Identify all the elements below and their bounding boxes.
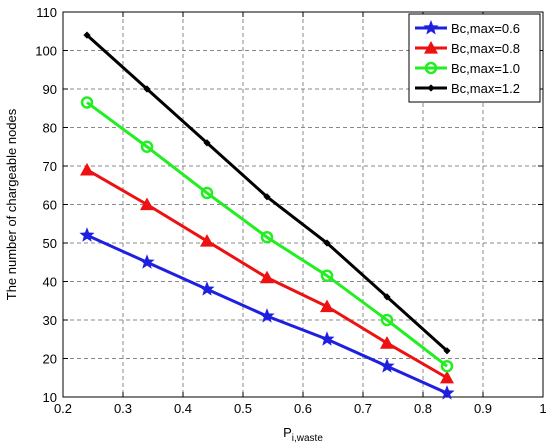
data-point: [320, 269, 334, 282]
data-point: [140, 197, 154, 211]
data-point: [139, 254, 155, 269]
y-axis-title: The number of chargeable nodes: [4, 108, 19, 300]
x-axis-title-main: P: [283, 425, 292, 440]
data-point: [143, 85, 151, 93]
series-line: [86, 101, 448, 368]
legend: Bc,max=0.6 Bc,max=0.8 Bc,max=1.0 Bc,max=1.2: [408, 13, 541, 103]
data-point: [199, 281, 215, 296]
data-point: [443, 347, 451, 355]
series-1: [80, 162, 454, 384]
data-point: [259, 308, 275, 323]
y-tick-label: 20: [43, 352, 57, 367]
data-point: [323, 239, 331, 247]
x-tick-label: 0.5: [234, 401, 252, 416]
y-tick-label: 30: [43, 313, 57, 328]
data-point: [319, 331, 335, 346]
data-point: [380, 336, 394, 349]
y-tick-label: 70: [43, 159, 57, 174]
x-tick-label: 0.4: [174, 401, 192, 416]
data-point: [439, 385, 455, 400]
data-point: [200, 234, 214, 247]
data-point: [80, 162, 94, 176]
y-tick-label: 110: [36, 5, 57, 20]
axis-ticks: 0.2 0.3 0.4 0.5 0.6 0.7 0.8 0.9 1102030405060708…: [35, 5, 546, 416]
y-tick-label: 60: [43, 198, 57, 213]
y-tick-label: 10: [43, 390, 57, 405]
legend-marker: [424, 41, 438, 54]
x-tick-label: 0.7: [354, 401, 372, 416]
data-point: [79, 227, 95, 242]
x-tick-label: 0.3: [114, 401, 132, 416]
x-tick-label: 0.9: [474, 401, 492, 416]
legend-label: Bc,max=1.0: [451, 61, 520, 76]
legend-marker: [423, 20, 439, 35]
series-0: [79, 227, 455, 400]
y-tick-label: 50: [43, 236, 57, 251]
x-tick-label: 0.6: [294, 401, 312, 416]
data-point: [83, 31, 91, 39]
series-2: [80, 96, 454, 373]
data-point: [320, 299, 334, 313]
series-line: [85, 33, 449, 352]
x-tick-label: 0.8: [414, 401, 432, 416]
data-point: [140, 140, 154, 153]
data-point: [263, 193, 271, 201]
data-point: [440, 359, 454, 373]
x-axis-title: Pi,waste: [283, 425, 323, 444]
data-point: [380, 313, 394, 327]
data-point: [440, 370, 454, 384]
data-point: [260, 230, 274, 244]
data-point: [80, 96, 94, 109]
y-tick-label: 80: [43, 121, 57, 136]
y-tick-label: 100: [35, 44, 57, 59]
series-layer: [79, 31, 455, 400]
x-tick-label: 0.2: [54, 401, 72, 416]
legend-marker: [424, 61, 438, 75]
y-tick-label: 90: [43, 82, 57, 97]
data-point: [379, 358, 395, 373]
data-point: [260, 270, 274, 284]
legend-label: Bc,max=0.6: [451, 21, 520, 36]
data-point: [203, 139, 211, 147]
data-point: [200, 186, 214, 200]
legend-label: Bc,max=0.8: [451, 41, 520, 56]
series-3: [83, 31, 451, 355]
x-tick-label: 1: [539, 401, 546, 416]
y-tick-label: 40: [43, 275, 57, 290]
legend-label: Bc,max=1.2: [451, 81, 520, 96]
x-axis-title-subscript: i,waste: [292, 433, 324, 444]
legend-marker: [427, 84, 435, 92]
data-point: [383, 293, 391, 301]
